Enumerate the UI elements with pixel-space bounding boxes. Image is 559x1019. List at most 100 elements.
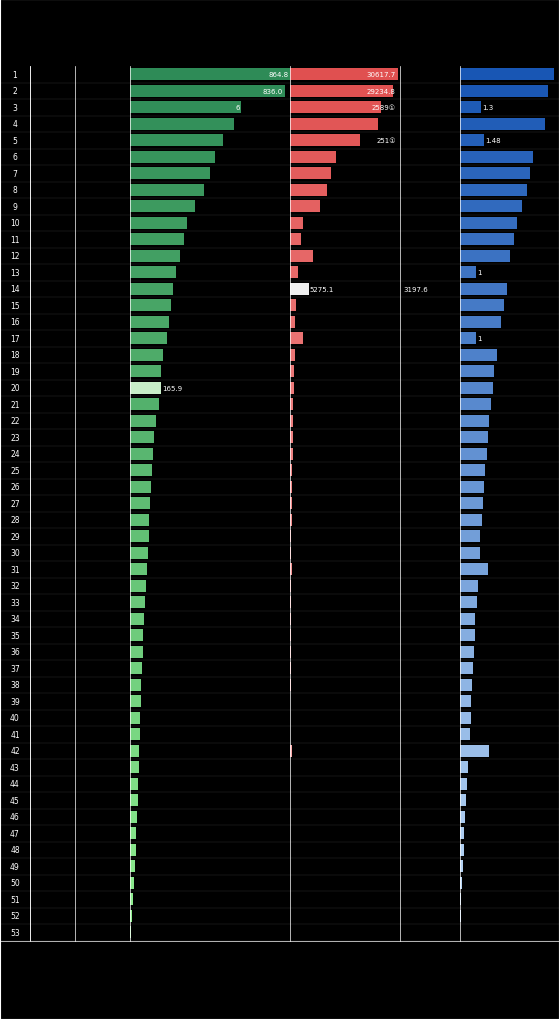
Bar [460,415,489,428]
Bar [130,596,145,608]
Bar [130,184,204,197]
Bar [130,514,149,527]
Text: 20: 20 [10,384,20,393]
Bar [460,761,468,773]
Bar [460,745,489,757]
Bar [460,646,474,658]
Bar [130,729,140,741]
Bar [460,251,510,263]
Text: 2589①: 2589① [372,105,396,111]
Bar [130,102,241,114]
Text: 1: 1 [477,336,481,342]
Bar [130,910,132,922]
Text: 5275.1: 5275.1 [310,286,334,292]
Text: 34: 34 [10,614,20,624]
Text: 38: 38 [10,681,20,690]
Bar [130,695,141,708]
Bar [460,300,504,312]
Text: 836.0: 836.0 [263,89,283,95]
Text: 客运强度
（万人次每公里日）: 客运强度 （万人次每公里日） [487,37,532,56]
Bar [290,152,336,164]
Bar [460,860,463,872]
Bar [460,876,462,889]
Text: 运营里程
(公里): 运营里程 (公里) [200,37,220,56]
Text: 7: 7 [12,169,17,178]
Text: 18: 18 [10,351,20,360]
Bar [290,481,292,493]
Bar [460,69,555,82]
Text: 29234.8: 29234.8 [367,89,396,95]
Text: 21: 21 [10,400,20,410]
Text: 41: 41 [10,730,20,739]
Bar [290,465,292,477]
Bar [130,448,153,461]
Bar [290,415,293,428]
Text: 37: 37 [10,664,20,674]
Text: 1: 1 [13,70,17,79]
Text: 序号: 序号 [10,42,20,51]
Bar [460,152,533,164]
Text: 城市: 城市 [48,42,58,51]
Bar [130,646,143,658]
Bar [460,547,480,559]
Text: 13: 13 [10,268,20,277]
Text: 24: 24 [10,449,20,459]
Bar [460,712,471,725]
Bar [460,135,484,148]
Bar [460,564,487,576]
Text: 28: 28 [10,516,20,525]
Bar [460,118,544,130]
Bar [290,514,292,527]
Bar [130,333,167,345]
Text: 46: 46 [10,812,20,821]
Bar [130,300,170,312]
Text: 47: 47 [10,828,20,838]
Text: 14: 14 [10,285,20,293]
Bar [460,844,463,856]
Text: 1.48: 1.48 [485,139,500,144]
Bar [290,283,309,296]
Text: 45: 45 [10,796,20,805]
Bar [290,201,320,213]
Bar [460,613,476,626]
Text: 48: 48 [10,846,20,854]
Text: 32: 32 [10,582,20,591]
Text: 客运量
(万人次): 客运量 (万人次) [334,37,357,56]
Text: 10: 10 [10,219,20,228]
Bar [130,613,144,626]
Text: 51: 51 [10,895,20,904]
Bar [130,926,131,938]
Bar [290,662,291,675]
Bar [130,531,149,543]
Bar [460,398,491,411]
Bar [290,448,292,461]
Bar [290,69,398,82]
Bar [290,316,295,328]
Bar [130,564,146,576]
Bar [290,333,304,345]
Bar [130,201,195,213]
Text: 16: 16 [10,318,20,327]
Bar [130,811,137,823]
Text: 33: 33 [10,598,20,607]
Bar [460,350,498,362]
Text: 35: 35 [10,631,20,640]
Text: 运营线
路条数: 运营线 路条数 [95,37,110,56]
Bar [290,217,304,229]
Text: 251①: 251① [376,139,396,144]
Bar [460,662,473,675]
Bar [130,547,148,559]
Bar [130,316,169,328]
Text: 8: 8 [13,186,17,195]
Bar [460,695,471,708]
Bar [460,777,467,790]
Bar [290,398,293,411]
Bar [130,69,290,82]
Bar [460,283,507,296]
Bar [130,152,215,164]
Text: 进站量
(万人次): 进站量 (万人次) [419,37,442,56]
Bar [460,366,494,378]
Text: 1.3: 1.3 [482,105,493,111]
Bar [460,201,522,213]
Text: 49: 49 [10,862,20,871]
